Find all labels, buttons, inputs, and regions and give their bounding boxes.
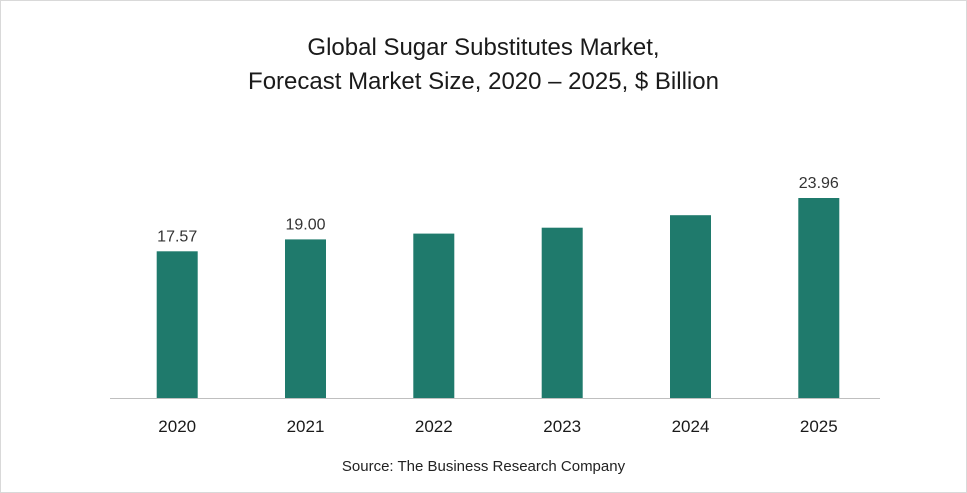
bar-2022 — [413, 233, 455, 398]
chart-subtitle: Forecast Market Size, 2020 – 2025, $ Bil… — [248, 68, 719, 95]
source-note: Source: The Business Research Company — [341, 458, 626, 475]
x-tick-label-2023: 2023 — [543, 417, 581, 436]
data-label-2020: 17.57 — [157, 228, 197, 245]
chart-title: Global Sugar Substitutes Market, — [307, 34, 660, 61]
bar-2024 — [670, 215, 711, 398]
x-tick-label-2022: 2022 — [415, 417, 453, 436]
bar-2020 — [156, 251, 198, 398]
x-tick-label-2021: 2021 — [287, 417, 325, 436]
bar-2025 — [798, 198, 840, 398]
data-label-2021: 19.00 — [285, 216, 325, 233]
x-tick-label-2020: 2020 — [158, 417, 196, 436]
bar-2023 — [541, 227, 583, 398]
bar-2021 — [285, 239, 326, 398]
x-tick-label-2025: 2025 — [800, 417, 838, 436]
x-tick-label-2024: 2024 — [672, 417, 710, 436]
data-label-2025: 23.96 — [799, 175, 839, 192]
chart-title-block: Global Sugar Substitutes Market, Forecas… — [0, 31, 967, 99]
